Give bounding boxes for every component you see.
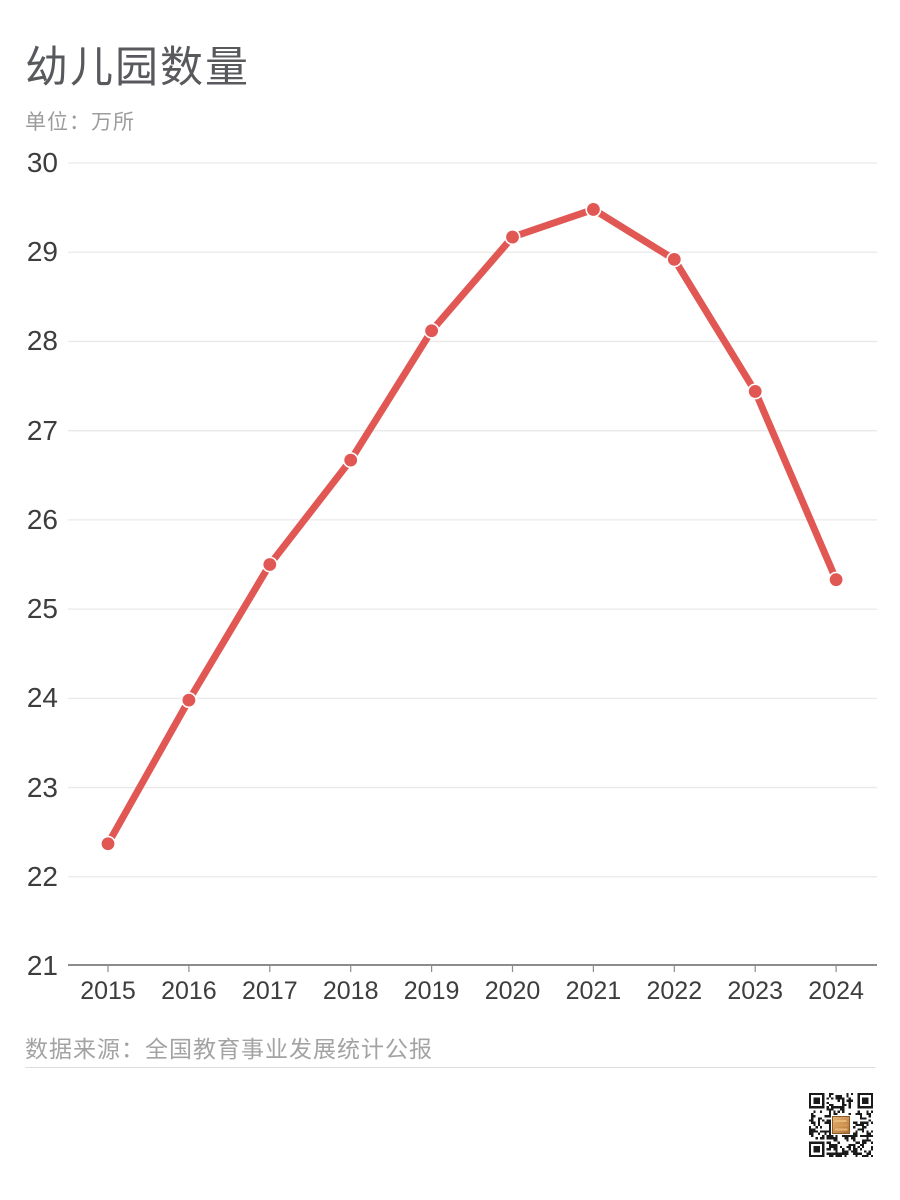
data-point (100, 835, 117, 852)
y-axis-tick-label: 24 (26, 682, 58, 714)
x-axis-tick-label: 2018 (322, 977, 379, 1005)
y-axis-tick-label: 21 (26, 950, 58, 981)
data-source-label: 数据来源：全国教育事业发展统计公报 (25, 1036, 433, 1062)
y-axis-tick-label: 30 (26, 147, 58, 179)
data-point (261, 556, 278, 573)
data-line (104, 205, 840, 848)
qr-code-icon (809, 1093, 873, 1157)
x-axis-tick-label: 2019 (403, 977, 460, 1005)
y-axis-tick-label: 23 (26, 771, 58, 803)
unit-label: 单位：万所 (25, 111, 135, 134)
y-axis-tick-label: 29 (26, 236, 58, 268)
x-axis-tick-label: 2020 (484, 977, 541, 1005)
y-axis-tick-label: 25 (26, 593, 58, 625)
x-axis-tick-label: 2017 (241, 977, 298, 1005)
chart-title: 幼儿园数量 (25, 44, 250, 92)
data-point (423, 322, 440, 339)
footer-divider (25, 1067, 875, 1068)
x-axis-tick-label: 2024 (808, 977, 864, 1005)
x-axis-tick-label: 2016 (161, 977, 217, 1005)
y-axis-tick-label: 22 (26, 860, 58, 892)
data-point (585, 201, 602, 218)
x-axis-tick-label: 2015 (80, 977, 136, 1005)
data-point (828, 571, 845, 588)
data-point (180, 692, 197, 709)
data-point (666, 251, 683, 268)
data-point (504, 229, 521, 246)
data-point (342, 452, 359, 469)
y-axis-tick-label: 27 (26, 414, 58, 446)
y-axis-tick-label: 26 (26, 503, 58, 535)
data-point (747, 383, 764, 400)
y-axis-tick-label: 28 (26, 325, 58, 357)
x-axis-tick-label: 2021 (565, 977, 622, 1005)
x-axis-tick-label: 2022 (646, 977, 703, 1005)
x-axis-tick-label: 2023 (727, 977, 783, 1005)
